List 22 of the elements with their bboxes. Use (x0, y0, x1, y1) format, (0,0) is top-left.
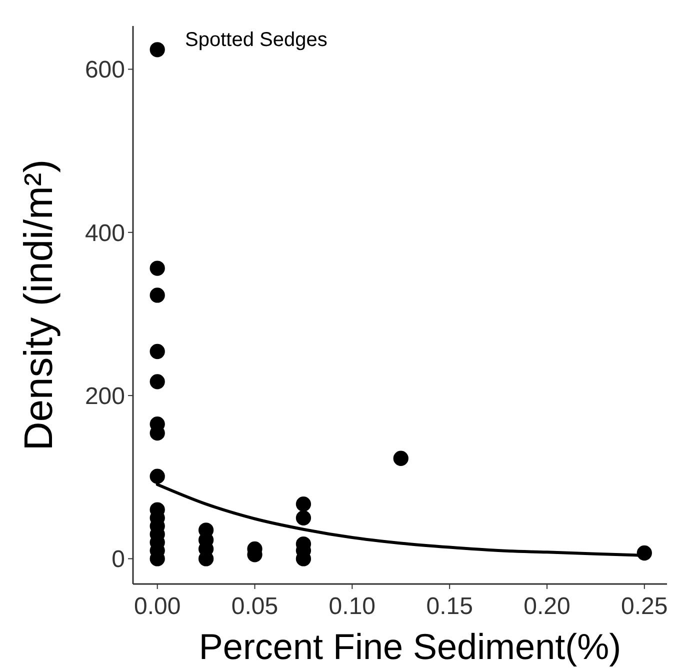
x-tick-label: 0.15 (426, 593, 473, 620)
x-tick-label: 0.25 (621, 593, 668, 620)
point (150, 468, 165, 484)
point (393, 450, 408, 466)
y-tick-label: 200 (84, 382, 125, 410)
point (150, 42, 165, 58)
point (150, 374, 165, 390)
x-tick-label: 0.20 (524, 593, 570, 620)
y-axis-title: Density (indi/m²) (17, 159, 61, 451)
point (296, 510, 312, 526)
chart-title: Spotted Sedges (185, 29, 328, 51)
point (150, 288, 165, 303)
y-tick-label: 0 (112, 546, 125, 574)
x-tick-label: 0.00 (134, 593, 181, 620)
x-tick-label: 0.10 (328, 593, 376, 620)
point (150, 344, 165, 360)
point (296, 496, 312, 512)
y-tick-label: 600 (84, 56, 125, 84)
x-axis-title: Percent Fine Sediment(%) (198, 626, 622, 667)
x-tick-label: 0.05 (231, 593, 278, 620)
point (150, 260, 165, 276)
y-tick-label: 400 (84, 220, 125, 247)
